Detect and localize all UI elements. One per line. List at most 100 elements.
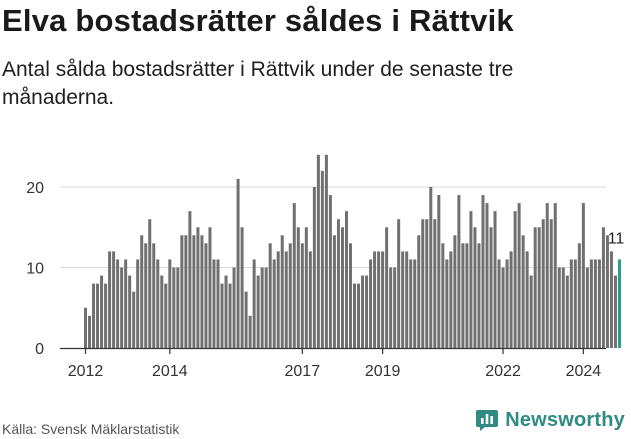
- bar: [240, 227, 244, 348]
- bar: [597, 259, 601, 348]
- bar: [120, 267, 124, 348]
- bar: [260, 267, 264, 348]
- bar: [172, 267, 176, 348]
- bar: [296, 227, 300, 348]
- bar: [393, 267, 397, 348]
- brand-name: Newsworthy: [505, 408, 625, 431]
- bar: [553, 203, 557, 348]
- bar: [425, 219, 429, 348]
- y-tick-label: 10: [26, 261, 44, 278]
- bar: [328, 195, 332, 348]
- bar: [188, 211, 192, 348]
- bar: [541, 219, 545, 348]
- bar: [136, 259, 140, 348]
- bar: [441, 243, 445, 348]
- bar: [284, 251, 288, 348]
- bar: [192, 235, 196, 348]
- bar: [196, 227, 200, 348]
- bar: [473, 227, 477, 348]
- x-tick-label: 2012: [68, 363, 104, 380]
- bar: [176, 267, 180, 348]
- bar: [256, 275, 260, 348]
- bar: [144, 243, 148, 348]
- bar: [228, 283, 232, 348]
- bar: [477, 243, 481, 348]
- bar: [409, 259, 413, 348]
- bar: [100, 275, 104, 348]
- bar: [413, 259, 417, 348]
- bar: [481, 195, 485, 348]
- bar: [116, 259, 120, 348]
- bar: [304, 227, 308, 348]
- bar: [521, 235, 525, 348]
- bar: [381, 251, 385, 348]
- bar: [361, 275, 365, 348]
- bar: [461, 243, 465, 348]
- bar: [549, 219, 553, 348]
- bar: [324, 154, 328, 348]
- bar-highlight: [617, 259, 621, 348]
- x-tick-label: 2017: [285, 363, 321, 380]
- bar: [212, 259, 216, 348]
- bar: [497, 259, 501, 348]
- bar: [369, 259, 373, 348]
- bar: [160, 275, 164, 348]
- bar: [525, 251, 529, 348]
- bar: [405, 251, 409, 348]
- bar: [316, 154, 320, 348]
- newsworthy-icon: [476, 410, 499, 431]
- x-tick-label: 2024: [566, 363, 602, 380]
- bar: [268, 243, 272, 348]
- bar: [429, 187, 433, 348]
- bar: [108, 251, 112, 348]
- x-tick-label: 2019: [365, 363, 401, 380]
- bar: [533, 227, 537, 348]
- bar: [84, 307, 87, 348]
- highlight-value-label: 11: [608, 230, 625, 247]
- source-note: Källa: Svensk Mäklarstatistik: [2, 421, 180, 437]
- bar: [112, 251, 116, 348]
- bar: [557, 267, 561, 348]
- bar: [501, 267, 505, 348]
- bar: [605, 235, 609, 348]
- bar: [276, 251, 280, 348]
- labels: 0 10 20 2012 2014 2017 2019 2022 2024 11: [26, 180, 624, 380]
- bar: [561, 267, 565, 348]
- bar: [340, 227, 344, 348]
- bar: [513, 211, 517, 348]
- bar: [353, 283, 357, 348]
- bar: [417, 235, 421, 348]
- y-tick-label: 20: [26, 180, 44, 197]
- bar: [593, 259, 597, 348]
- bar: [489, 227, 493, 348]
- chart-title: Elva bostadsrätter såldes i Rättvik: [2, 3, 514, 38]
- bar: [208, 227, 212, 348]
- bar: [204, 243, 208, 348]
- bar: [156, 259, 160, 348]
- bar: [104, 283, 108, 348]
- bar: [164, 283, 168, 348]
- bar: [601, 227, 605, 348]
- bar: [509, 251, 513, 348]
- bar: [132, 291, 136, 348]
- x-tick-label: 2022: [485, 363, 521, 380]
- bar: [585, 267, 589, 348]
- bar: [457, 195, 461, 348]
- bar: [565, 275, 569, 348]
- bar: [433, 219, 437, 348]
- bar: [124, 259, 128, 348]
- bar: [332, 235, 336, 348]
- bar: [465, 243, 469, 348]
- bar: [437, 195, 441, 348]
- bar: [312, 187, 316, 348]
- bar: [545, 203, 549, 348]
- bar: [581, 203, 585, 348]
- bar: [505, 259, 509, 348]
- bar: [577, 243, 581, 348]
- bar: [344, 211, 348, 348]
- bar: [224, 275, 228, 348]
- bar: [401, 251, 405, 348]
- bar: [397, 219, 401, 348]
- bar: [613, 275, 617, 348]
- y-tick-label: 0: [35, 341, 44, 358]
